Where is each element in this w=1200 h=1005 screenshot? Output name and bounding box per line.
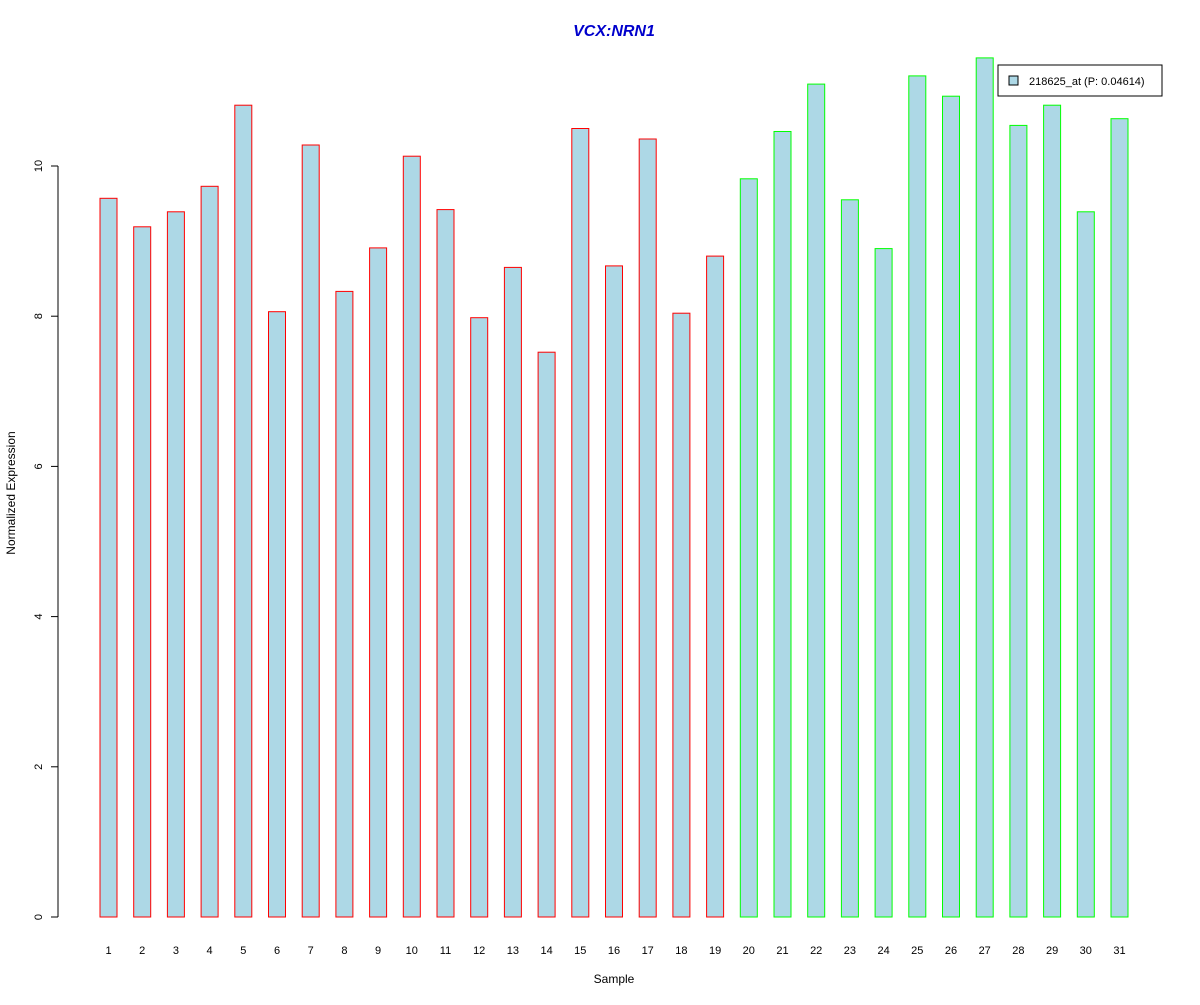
- x-axis-tick-label: 18: [675, 945, 687, 957]
- x-axis-tick-label: 30: [1080, 945, 1092, 957]
- chart-title: VCX:NRN1: [573, 23, 655, 40]
- bar-sample-24: [874, 248, 893, 918]
- bar-sample-15: [571, 128, 590, 918]
- bar-sample-9: [369, 247, 388, 918]
- x-axis-tick-label: 22: [810, 945, 822, 957]
- bar-sample-29: [1043, 104, 1062, 918]
- bar-sample-4: [200, 185, 219, 918]
- bar-sample-23: [840, 199, 859, 918]
- x-axis-tick-label: 17: [642, 945, 654, 957]
- y-axis-tick-label: 10: [33, 160, 45, 172]
- x-axis-tick-label: 14: [540, 945, 552, 957]
- x-axis-tick-label: 15: [574, 945, 586, 957]
- y-axis-tick-label: 6: [33, 463, 45, 469]
- bar-sample-25: [908, 75, 927, 918]
- x-axis-tick-label: 21: [776, 945, 788, 957]
- x-axis-tick-label: 11: [440, 945, 451, 957]
- bar-sample-11: [436, 209, 455, 918]
- bar-sample-20: [739, 178, 758, 918]
- y-axis-tick-label: 2: [33, 764, 45, 770]
- bar-sample-26: [942, 95, 960, 918]
- x-axis-tick-label: 9: [375, 945, 381, 957]
- bar-sample-8: [335, 290, 354, 918]
- x-axis-tick-label: 3: [173, 945, 179, 957]
- bars: [99, 57, 1129, 918]
- bar-sample-30: [1076, 211, 1095, 918]
- x-axis-tick-label: 16: [608, 945, 620, 957]
- bar-sample-17: [638, 138, 657, 918]
- x-axis-tick-label: 25: [911, 945, 923, 957]
- y-axis-tick-label: 0: [33, 914, 45, 920]
- x-axis-tick-label: 2: [139, 945, 145, 957]
- bar-sample-3: [166, 211, 185, 918]
- bar-sample-6: [268, 311, 286, 918]
- legend-label: 218625_at (P: 0.04614): [1029, 76, 1145, 88]
- bar-sample-1: [99, 197, 118, 918]
- legend-box: [997, 64, 1163, 97]
- bar-sample-28: [1009, 124, 1028, 918]
- y-axis-label: Normalized Expression: [4, 431, 18, 554]
- bar-sample-16: [605, 265, 623, 918]
- x-axis-label: Sample: [594, 972, 635, 986]
- x-axis-tick-label: 31: [1113, 945, 1125, 957]
- bar-sample-2: [133, 226, 152, 918]
- x-axis-tick-label: 13: [507, 945, 519, 957]
- x-axis-tick-label: 24: [877, 945, 889, 957]
- bar-sample-18: [672, 312, 691, 918]
- x-axis-tick-label: 4: [207, 945, 213, 957]
- bar-sample-5: [234, 104, 253, 918]
- bar-sample-10: [402, 155, 421, 918]
- x-axis-tick-label: 7: [308, 945, 314, 957]
- x-axis-tick-label: 1: [105, 945, 111, 957]
- x-axis-tick-label: 27: [979, 945, 991, 957]
- x-axis-tick-label: 19: [709, 945, 721, 957]
- bar-sample-27: [975, 57, 994, 918]
- y-axis-tick-label: 4: [33, 614, 45, 620]
- y-axis-tick-label: 8: [33, 313, 45, 319]
- legend: 218625_at (P: 0.04614): [997, 64, 1163, 97]
- x-axis-tick-label: 26: [945, 945, 957, 957]
- bar-sample-19: [706, 255, 725, 918]
- x-axis-tick-labels: 1 2 3 4 5 6 7 8 9 10 11 12 13 14 15 16 17 18 19 20 21 22 23 24 2…: [105, 945, 1125, 957]
- y-axis: 0 2 4 6 8 10: [33, 160, 59, 920]
- x-axis-tick-label: 12: [473, 945, 485, 957]
- bar-sample-31: [1110, 118, 1129, 918]
- bar-sample-7: [301, 144, 320, 918]
- legend-swatch: [1008, 75, 1019, 86]
- x-axis-tick-label: 5: [240, 945, 246, 957]
- bar-sample-12: [470, 317, 489, 918]
- bar-sample-22: [807, 83, 826, 918]
- x-axis-tick-label: 23: [844, 945, 856, 957]
- bar-sample-13: [503, 266, 522, 918]
- x-axis-tick-label: 20: [743, 945, 755, 957]
- x-axis-tick-label: 8: [341, 945, 347, 957]
- x-axis-tick-label: 10: [406, 945, 418, 957]
- x-axis-tick-label: 6: [274, 945, 280, 957]
- x-axis-tick-label: 28: [1012, 945, 1024, 957]
- bar-sample-21: [773, 131, 792, 918]
- x-axis-tick-label: 29: [1046, 945, 1058, 957]
- bar-sample-14: [537, 351, 556, 918]
